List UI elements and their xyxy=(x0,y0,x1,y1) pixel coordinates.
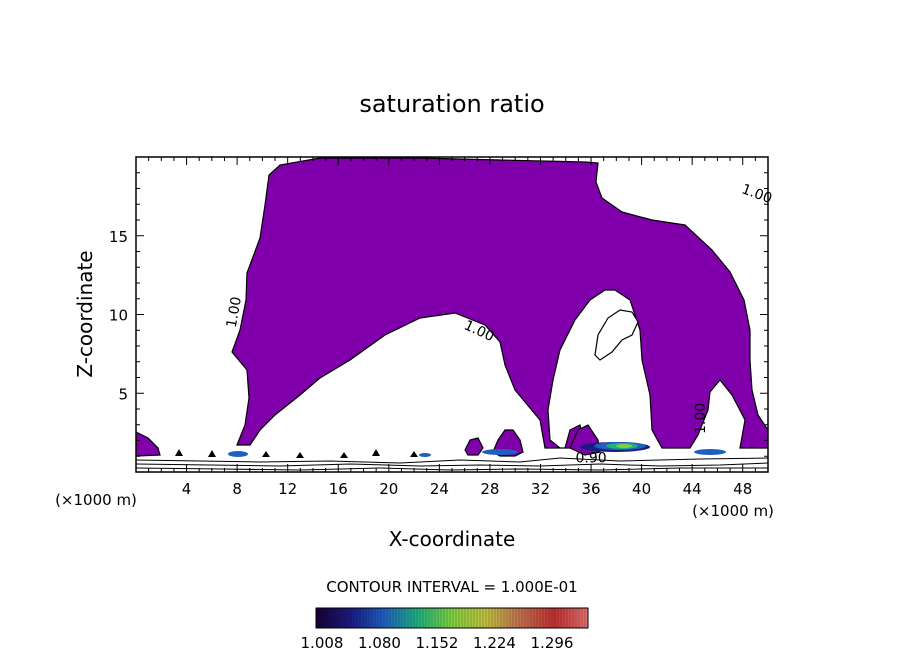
high-saturation-patch xyxy=(228,442,726,457)
colorbar-labels: 1.008 1.080 1.152 1.224 1.296 xyxy=(301,634,574,652)
region-left-edge xyxy=(136,431,161,457)
region-hole xyxy=(594,309,639,361)
colorbar-tick-label: 1.296 xyxy=(531,634,574,652)
contour-label: 1.00 xyxy=(224,295,245,328)
colorbar-tick-label: 1.224 xyxy=(473,634,516,652)
x-tick-label: 20 xyxy=(379,480,398,498)
colorbar-bar xyxy=(315,607,589,629)
colorbar-tick-label: 1.080 xyxy=(358,634,401,652)
contour-interval-label: CONTOUR INTERVAL = 1.000E-01 xyxy=(326,578,577,596)
ground-contours xyxy=(136,457,768,471)
x-tick-label: 44 xyxy=(683,480,702,498)
x-tick-label: 36 xyxy=(581,480,600,498)
region-blob-27 xyxy=(464,437,484,456)
colorbar-tick-label: 1.008 xyxy=(301,634,344,652)
colorbar-stripes xyxy=(317,608,586,628)
x-tick-label: 48 xyxy=(733,480,752,498)
chart-title: saturation ratio xyxy=(359,90,544,118)
x-tick-label: 4 xyxy=(182,480,192,498)
x-tick-label: 28 xyxy=(480,480,499,498)
x-tick-label: 16 xyxy=(329,480,348,498)
y-tick-label: 15 xyxy=(109,228,128,246)
y-tick-label: 10 xyxy=(109,307,128,325)
contour-labels: 1.001.001.001.000.90 xyxy=(224,181,774,466)
colorbar-tick-label: 1.152 xyxy=(416,634,459,652)
contour-label: 1.00 xyxy=(693,403,709,434)
y-axis-title: Z-coordinate xyxy=(73,250,97,377)
x-tick-label: 12 xyxy=(278,480,297,498)
contour-label: 0.90 xyxy=(575,451,606,467)
y-axis-ticks: 5 10 15 xyxy=(109,172,768,457)
contour-label: 1.00 xyxy=(739,181,774,207)
y-tick-label: 5 xyxy=(118,385,128,403)
x-tick-label: 24 xyxy=(430,480,449,498)
x-tick-label: 40 xyxy=(632,480,651,498)
x-unit-label-left: (×1000 m) xyxy=(55,491,137,509)
x-axis-title: X-coordinate xyxy=(389,527,516,551)
x-axis-ticks: 4 8 12 16 20 24 28 32 36 40 44 48 xyxy=(148,157,756,498)
ground-marks xyxy=(175,449,418,458)
x-unit-label-right: (×1000 m) xyxy=(692,502,774,520)
x-tick-label: 32 xyxy=(531,480,550,498)
region-supersaturated-main xyxy=(231,157,768,449)
saturation-field xyxy=(136,157,768,471)
x-tick-label: 8 xyxy=(232,480,242,498)
colorbar: 1.008 1.080 1.152 1.224 1.296 xyxy=(301,607,589,652)
